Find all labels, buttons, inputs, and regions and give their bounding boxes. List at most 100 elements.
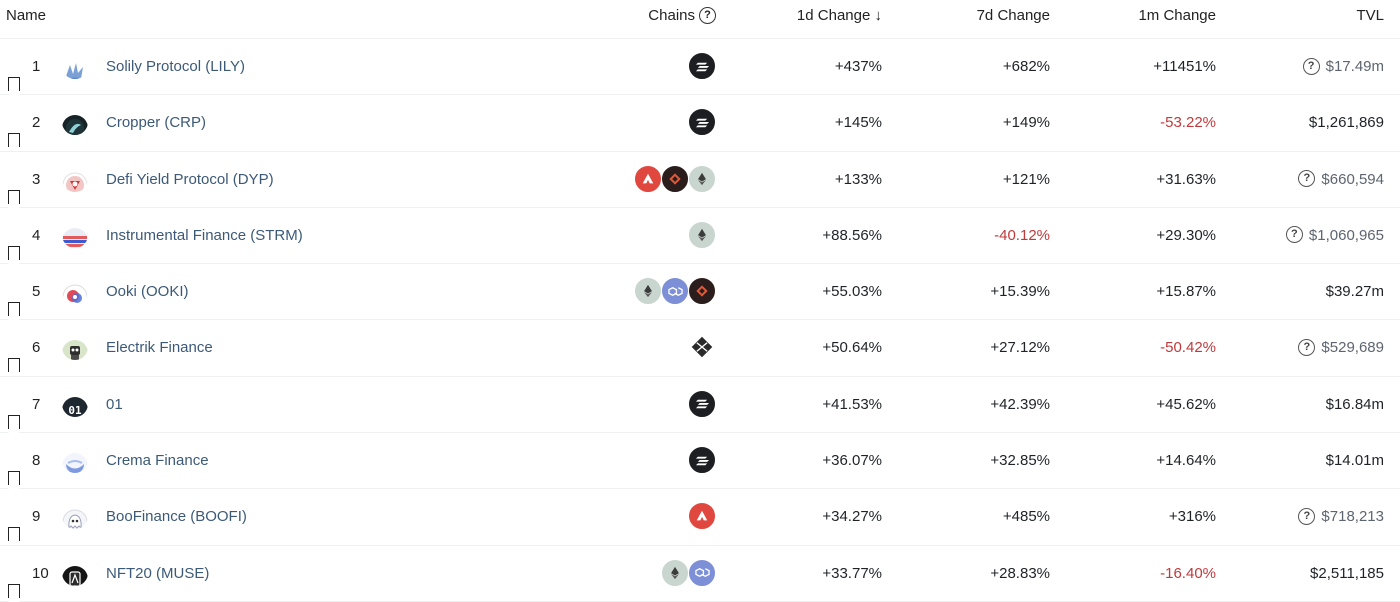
chains-cell: [560, 433, 716, 488]
tvl-value: $16.84m: [1326, 396, 1384, 413]
ooki-logo-icon: [62, 278, 88, 304]
protocol-name-link[interactable]: Instrumental Finance (STRM): [106, 208, 303, 263]
help-icon[interactable]: ?: [699, 7, 716, 24]
bookmark-cell: [6, 489, 22, 544]
protocol-name-link[interactable]: Defi Yield Protocol (DYP): [106, 152, 274, 207]
muse-logo-icon: [62, 560, 88, 586]
boofi-logo-icon: [62, 503, 88, 529]
bookmark-icon[interactable]: [6, 170, 22, 188]
tvl-cell: ? $660,594: [1220, 152, 1384, 207]
table-row[interactable]: 4 Instrumental Finance (STRM) +88.56% -4…: [0, 208, 1400, 264]
bookmark-cell: [6, 377, 22, 432]
protocol-name-link[interactable]: Ooki (OOKI): [106, 264, 189, 319]
1d-change-value: +88.56%: [720, 208, 882, 263]
chains-cell: [560, 377, 716, 432]
bsc-chain-icon[interactable]: [688, 277, 716, 305]
polygon-chain-icon[interactable]: [688, 559, 716, 587]
table-row[interactable]: 10 NFT20 (MUSE) +33.77% +28.83% -16.40% …: [0, 546, 1400, 602]
table-row[interactable]: 9 BooFinance (BOOFI) +34.27% +485% +316%…: [0, 489, 1400, 545]
solana-chain-icon[interactable]: [688, 52, 716, 80]
table-row[interactable]: 8 Crema Finance +36.07% +32.85% +14.64% …: [0, 433, 1400, 489]
01-logo-icon: 01: [62, 391, 88, 417]
tvl-value: $660,594: [1321, 171, 1384, 188]
table-row[interactable]: 1 Solily Protocol (LILY) +437% +682% +11…: [0, 39, 1400, 95]
solana-chain-icon[interactable]: [688, 390, 716, 418]
bookmark-icon[interactable]: [6, 282, 22, 300]
table-row[interactable]: 6 Electrik Finance +50.64% +27.12% -50.4…: [0, 320, 1400, 376]
protocol-name-link[interactable]: 01: [106, 377, 123, 432]
solana-chain-icon[interactable]: [688, 446, 716, 474]
column-header-tvl[interactable]: TVL: [1220, 0, 1384, 38]
chains-cell: [560, 320, 716, 375]
chains-header-label: Chains: [648, 7, 695, 24]
protocol-logo-cell: [62, 208, 92, 263]
1m-change-value: -16.40%: [1054, 546, 1216, 601]
column-header-7d-change[interactable]: 7d Change: [886, 0, 1050, 38]
tvl-help-icon[interactable]: ?: [1303, 58, 1320, 75]
chains-cell: [560, 39, 716, 94]
column-header-name[interactable]: Name: [6, 0, 46, 38]
1d-header-label: 1d Change: [797, 7, 870, 24]
bookmark-icon[interactable]: [6, 395, 22, 413]
bookmark-icon[interactable]: [6, 507, 22, 525]
1d-change-value: +55.03%: [720, 264, 882, 319]
sort-desc-arrow-icon: ↓: [875, 7, 883, 24]
protocol-logo-cell: [62, 433, 92, 488]
table-row[interactable]: 3 Defi Yield Protocol (DYP) +133% +121% …: [0, 152, 1400, 208]
protocol-logo-cell: [62, 39, 92, 94]
bookmark-cell: [6, 264, 22, 319]
tvl-help-icon[interactable]: ?: [1286, 226, 1303, 243]
ethereum-chain-icon[interactable]: [634, 277, 662, 305]
avalanche-chain-icon[interactable]: [634, 165, 662, 193]
tvl-help-icon[interactable]: ?: [1298, 339, 1315, 356]
7d-change-value: +682%: [886, 39, 1050, 94]
rank-number: 3: [32, 152, 54, 207]
chains-cell: [560, 489, 716, 544]
protocol-name-link[interactable]: Solily Protocol (LILY): [106, 39, 245, 94]
7d-change-value: +42.39%: [886, 377, 1050, 432]
chains-cell: [560, 152, 716, 207]
bookmark-icon[interactable]: [6, 57, 22, 75]
protocol-name-link[interactable]: Crema Finance: [106, 433, 209, 488]
solana-chain-icon[interactable]: [688, 108, 716, 136]
table-row[interactable]: 5 Ooki (OOKI) +55.03% +15.39% +15.87% $3…: [0, 264, 1400, 320]
protocol-name-link[interactable]: NFT20 (MUSE): [106, 546, 209, 601]
bookmark-icon[interactable]: [6, 338, 22, 356]
tvl-cell: ? $1,060,965: [1220, 208, 1384, 263]
1m-change-value: -50.42%: [1054, 320, 1216, 375]
bookmark-icon[interactable]: [6, 226, 22, 244]
chains-cell: [560, 264, 716, 319]
rank-number: 7: [32, 377, 54, 432]
protocol-name-link[interactable]: BooFinance (BOOFI): [106, 489, 247, 544]
table-body: 1 Solily Protocol (LILY) +437% +682% +11…: [0, 39, 1400, 602]
protocol-name-link[interactable]: Cropper (CRP): [106, 95, 206, 150]
avalanche-chain-icon[interactable]: [688, 502, 716, 530]
strm-logo-icon: [62, 222, 88, 248]
tvl-cell: $14.01m: [1220, 433, 1384, 488]
1d-change-value: +34.27%: [720, 489, 882, 544]
tvl-value: $718,213: [1321, 508, 1384, 525]
1m-change-value: -53.22%: [1054, 95, 1216, 150]
bookmark-icon[interactable]: [6, 113, 22, 131]
ethereum-chain-icon[interactable]: [661, 559, 689, 587]
bookmark-icon[interactable]: [6, 451, 22, 469]
1m-change-value: +31.63%: [1054, 152, 1216, 207]
tvl-help-icon[interactable]: ?: [1298, 508, 1315, 525]
table-row[interactable]: 7 01 01 +41.53% +42.39% +45.62% $16.84m: [0, 377, 1400, 433]
column-header-1m-change[interactable]: 1m Change: [1054, 0, 1216, 38]
svg-text:01: 01: [68, 404, 82, 417]
protocol-name-link[interactable]: Electrik Finance: [106, 320, 213, 375]
1m-change-value: +14.64%: [1054, 433, 1216, 488]
ethereum-chain-icon[interactable]: [688, 221, 716, 249]
bookmark-cell: [6, 433, 22, 488]
bsc-chain-icon[interactable]: [661, 165, 689, 193]
tvl-help-icon[interactable]: ?: [1298, 170, 1315, 187]
column-header-1d-change[interactable]: 1d Change ↓: [720, 0, 882, 38]
ethereum-chain-icon[interactable]: [688, 165, 716, 193]
elrond-chain-icon[interactable]: [688, 333, 716, 361]
dyp-logo-icon: [62, 166, 88, 192]
rank-number: 10: [32, 546, 54, 601]
polygon-chain-icon[interactable]: [661, 277, 689, 305]
table-row[interactable]: 2 Cropper (CRP) +145% +149% -53.22% $1,2…: [0, 95, 1400, 151]
1m-change-value: +15.87%: [1054, 264, 1216, 319]
